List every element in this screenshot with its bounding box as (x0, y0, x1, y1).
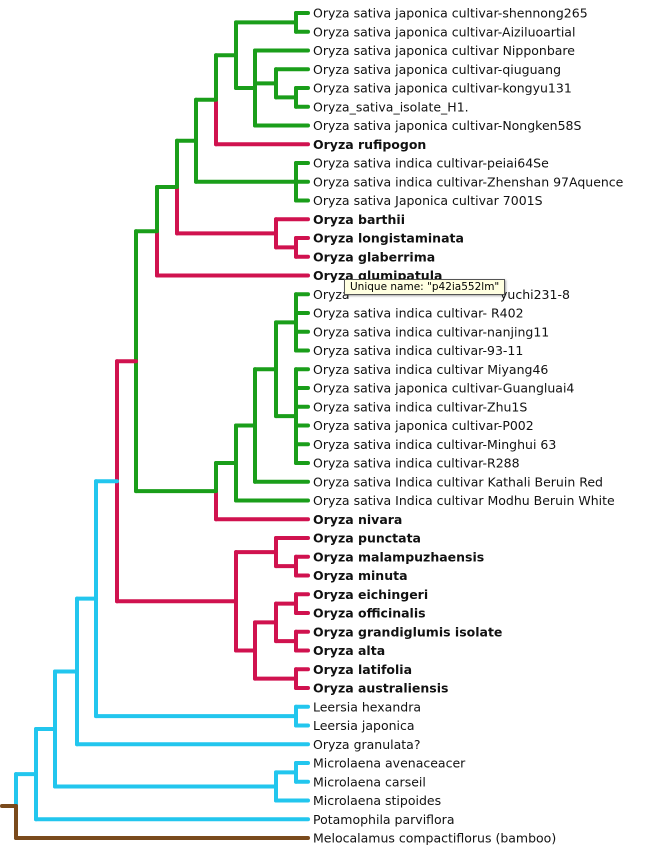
tip-label[interactable]: Oryza rufipogon (313, 137, 426, 152)
tip-label[interactable]: Microlaena stipoides (313, 793, 441, 808)
tip-label[interactable]: Leersia hexandra (313, 699, 421, 714)
tip-label[interactable]: Oryza sativa japonica cultivar-Aiziluoar… (313, 24, 575, 39)
tip-label[interactable]: Potamophila parviflora (313, 812, 455, 827)
tip-label[interactable]: Oryza sativa indica cultivar Miyang46 (313, 362, 548, 377)
tree-branches (0, 11, 310, 840)
tip-label[interactable]: Oryza granulata? (313, 737, 420, 752)
tip-label[interactable]: Oryza sativa japonica cultivar-kongyu131 (313, 81, 572, 96)
tip-label[interactable]: Oryza sativa japonica cultivar-Nongken58… (313, 118, 581, 133)
tip-label[interactable]: Oryza longistaminata (313, 231, 464, 246)
tip-label[interactable]: Oryza sativa indica cultivar- R402 (313, 306, 524, 321)
tip-label[interactable]: Oryza sativa japonica cultivar Nipponbar… (313, 43, 575, 58)
tip-label[interactable]: Oryza sativa Indica cultivar Kathali Ber… (313, 474, 603, 489)
unique-name-tooltip: Unique name: "p42ia552lm" (344, 279, 506, 295)
tip-label[interactable]: Oryza glaberrima (313, 249, 435, 264)
tip-label[interactable]: Microlaena avenaceacer (313, 756, 466, 771)
tip-label[interactable]: Microlaena carseil (313, 774, 426, 789)
tip-label[interactable]: Oryza barthii (313, 212, 405, 227)
tip-label[interactable]: Oryza grandiglumis isolate (313, 624, 502, 639)
tip-labels: Oryza sativa japonica cultivar-shennong2… (313, 6, 624, 846)
tip-label[interactable]: Oryza officinalis (313, 606, 426, 621)
tip-label[interactable]: Oryza sativa indica cultivar-R288 (313, 456, 520, 471)
tip-label[interactable]: Oryza latifolia (313, 662, 412, 677)
tip-label[interactable]: Oryza_sativa_isolate_H1. (313, 99, 469, 114)
tip-label[interactable]: Oryza eichingeri (313, 587, 428, 602)
tip-label[interactable]: Oryza sativa indica cultivar-Zhu1S (313, 399, 527, 414)
tip-label[interactable]: Leersia japonica (313, 718, 415, 733)
tip-label[interactable]: Oryza alta (313, 643, 385, 658)
tip-label[interactable]: Oryza sativa japonica cultivar-P002 (313, 418, 534, 433)
tip-label[interactable]: Oryza sativa japonica cultivar-shennong2… (313, 6, 588, 21)
tip-label[interactable]: Melocalamus compactiflorus (bamboo) (313, 831, 556, 846)
tip-label[interactable]: Oryza punctata (313, 531, 421, 546)
tip-label[interactable]: Oryza sativa Japonica cultivar 7001S (313, 193, 543, 208)
tip-label[interactable]: Oryza sativa Indica cultivar Modhu Berui… (313, 493, 615, 508)
tip-label[interactable]: Oryza australiensis (313, 681, 448, 696)
tip-label[interactable]: Oryza sativa japonica cultivar-qiuguang (313, 62, 561, 77)
tip-label[interactable]: Oryza sativa indica cultivar-Zhenshan 97… (313, 174, 624, 189)
tip-label[interactable]: Oryza sativa indica cultivar-peiai64Se (313, 156, 549, 171)
tip-label[interactable]: Oryza sativa indica cultivar-93-11 (313, 343, 523, 358)
tip-label[interactable]: Oryza sativa japonica cultivar-Guangluai… (313, 381, 574, 396)
tip-label[interactable]: Oryza sativa indica cultivar-Minghui 63 (313, 437, 556, 452)
tip-label[interactable]: Oryza minuta (313, 568, 408, 583)
tip-label[interactable]: Oryza nivara (313, 512, 402, 527)
tip-label[interactable]: Oryza sativa indica cultivar-nanjing11 (313, 324, 549, 339)
tip-label-tail: yuchi231-8 (500, 287, 570, 302)
tip-label[interactable]: Oryza malampuzhaensis (313, 549, 484, 564)
tip-label[interactable]: Oryza (313, 287, 350, 302)
